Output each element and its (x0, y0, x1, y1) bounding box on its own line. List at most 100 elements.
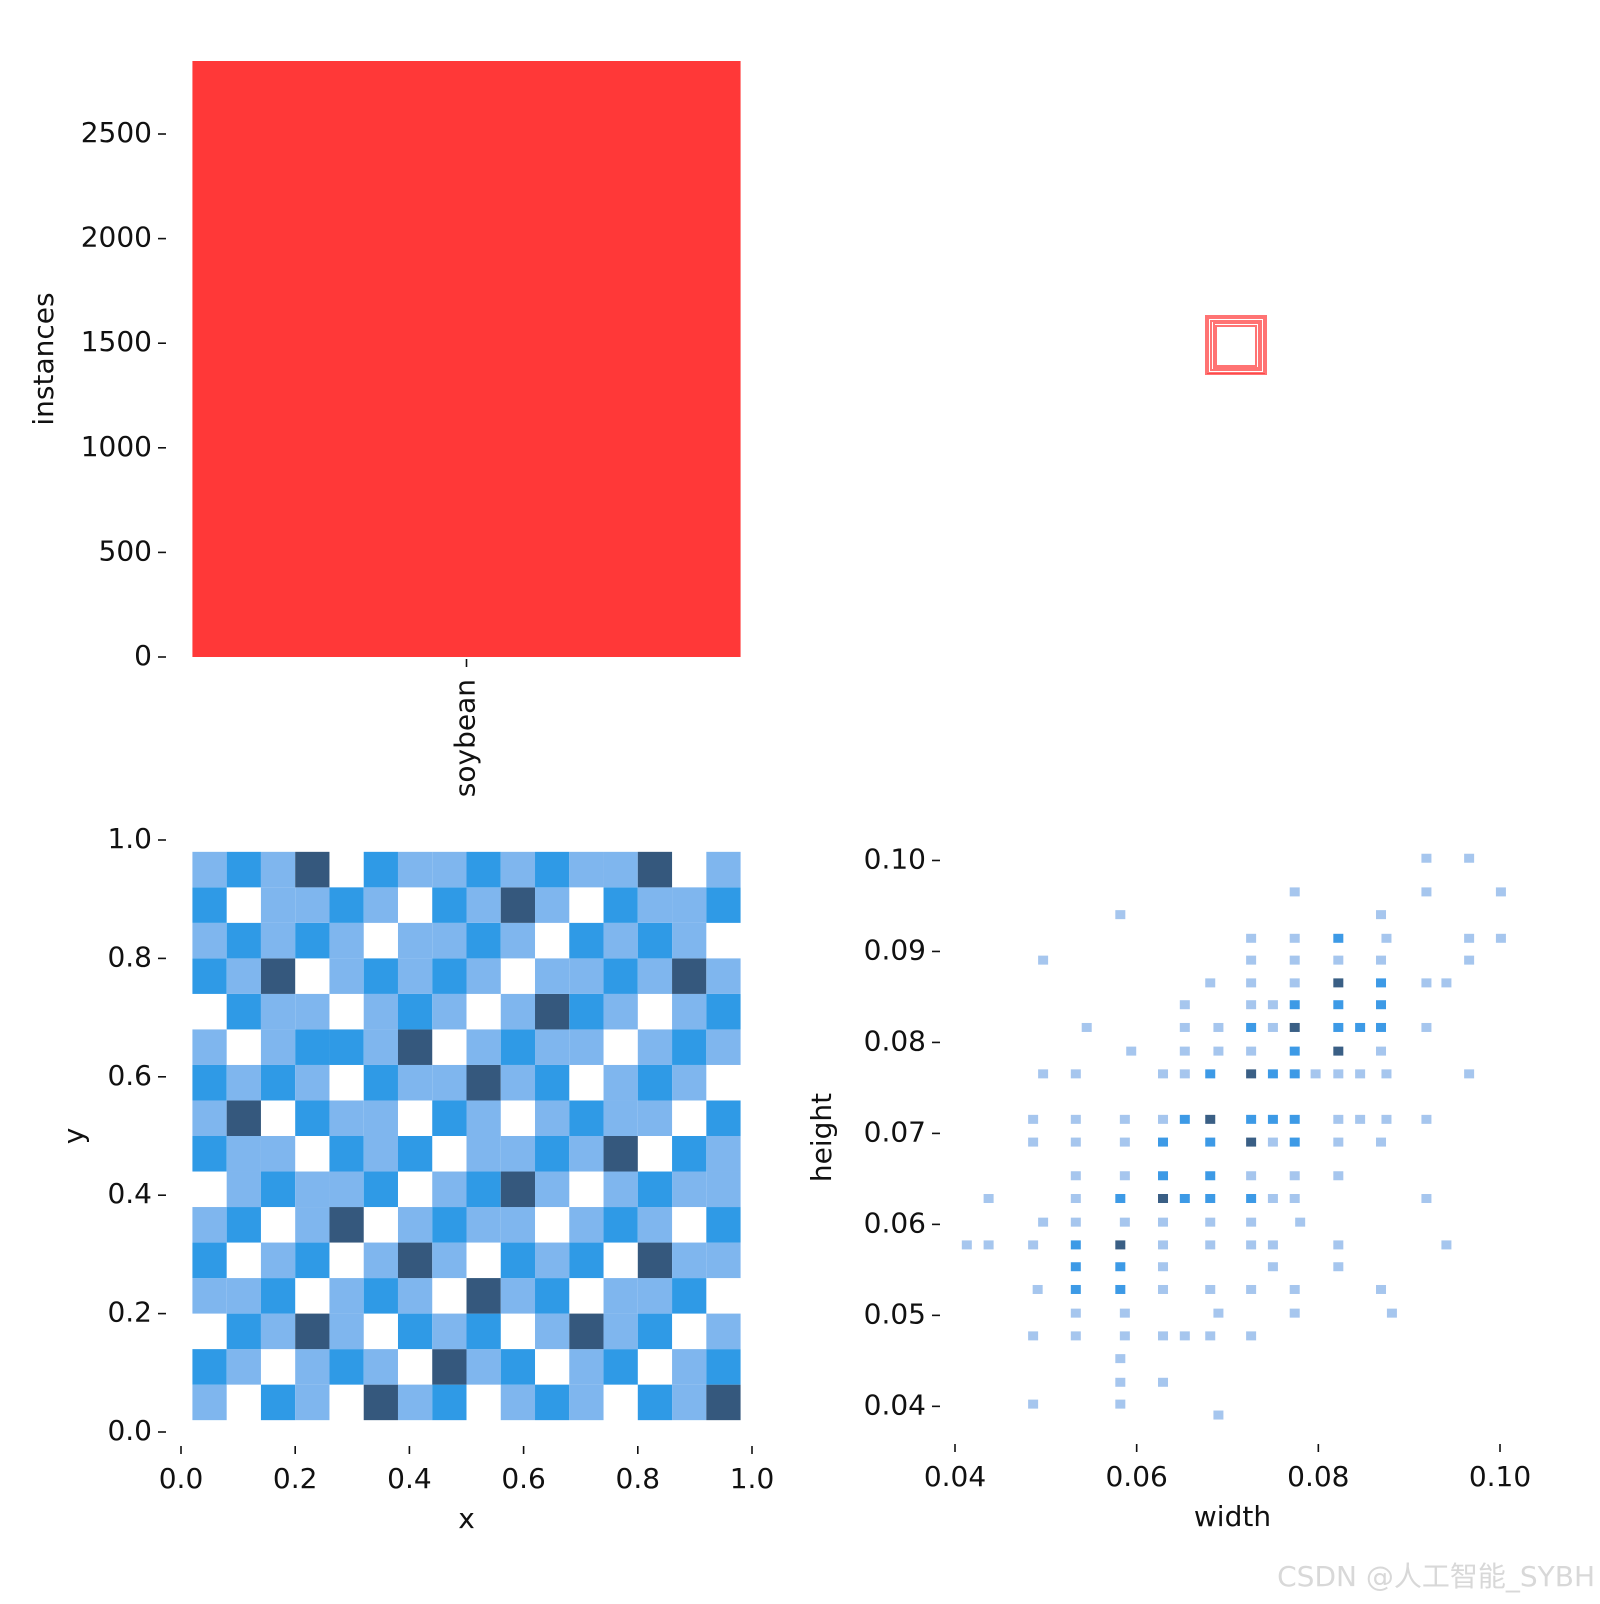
hist-cell (260, 922, 296, 959)
hist-cell (535, 1136, 570, 1172)
hist-cell (500, 1064, 536, 1101)
hist-cell (1495, 887, 1506, 897)
hist-cell (1246, 1331, 1257, 1341)
hist-cell (260, 1029, 296, 1065)
hist-cell (1246, 1171, 1257, 1181)
hist-cell (1205, 978, 1216, 988)
x-axis-label: x (458, 1502, 475, 1535)
hist-cell (1267, 1240, 1278, 1250)
hist-cell (637, 1242, 673, 1279)
hist-cell (1376, 910, 1387, 920)
hist-cell (603, 851, 638, 888)
y-axis-label: instances (27, 292, 60, 425)
hist-cell (1179, 1114, 1190, 1124)
hist-cell (363, 1171, 398, 1208)
hist-cell (1205, 1114, 1216, 1124)
hist-cell (192, 1064, 227, 1101)
hist-cell (1289, 1284, 1300, 1294)
hist-cell (1038, 1069, 1049, 1079)
hist-cell (397, 1207, 433, 1243)
y-tick-label: 0.0 (107, 1414, 152, 1447)
hist-cell (603, 1278, 638, 1314)
hist-cell (260, 1171, 296, 1208)
hist-cell (1376, 1284, 1387, 1294)
hist-cell (1421, 978, 1432, 988)
hist-cell (672, 958, 707, 994)
y-tick-label: 1000 (81, 430, 152, 463)
hist-cell (192, 887, 227, 923)
y-tick-label: 0.2 (107, 1296, 152, 1329)
hist-cell (295, 851, 330, 888)
hist-cell (1028, 1137, 1039, 1147)
hist-cell (706, 887, 741, 923)
hist-cell (1213, 1046, 1224, 1056)
hist-cell (706, 958, 741, 994)
hist-cell (672, 1242, 707, 1279)
hist-cell (1289, 933, 1300, 943)
hist-cell (500, 1029, 536, 1065)
hist-cell (961, 1240, 972, 1250)
hist-cell (432, 958, 467, 994)
hist-cell (1333, 1000, 1344, 1010)
hist-cell (535, 1029, 570, 1065)
hist-cell (1267, 1194, 1278, 1204)
hist-cell (363, 958, 398, 994)
hist-cell (466, 922, 501, 959)
hist-cell (672, 993, 707, 1030)
x-tick-label: 0.08 (1287, 1460, 1349, 1493)
hist-cell (1333, 1022, 1344, 1032)
hist-cell (1246, 1137, 1257, 1147)
hist-cell (1119, 1308, 1130, 1318)
hist-cell (672, 1171, 707, 1208)
y-tick-label: 2000 (81, 221, 152, 254)
hist-cell (295, 1029, 330, 1065)
hist-cell (1310, 1069, 1321, 1079)
hist-cell (226, 1313, 261, 1350)
hist-cell (1289, 1194, 1300, 1204)
hist-cell (1179, 1022, 1190, 1032)
hist-cell (192, 851, 227, 888)
hist-cell (397, 1242, 433, 1279)
hist-cell (1119, 1171, 1130, 1181)
hist-cell (363, 1278, 398, 1314)
hist-cell (1158, 1284, 1169, 1294)
hist-cell (397, 1313, 433, 1350)
hist-cell (1289, 978, 1300, 988)
hist-cell (1381, 1114, 1392, 1124)
hist-cell (637, 1064, 673, 1101)
hist-cell (397, 958, 433, 994)
hist-cell (1376, 955, 1387, 965)
hist-cell (1115, 1262, 1126, 1272)
hist-cell (1070, 1171, 1081, 1181)
hist-cell (1421, 1022, 1432, 1032)
hist-cell (569, 1207, 604, 1243)
hist-cell (329, 887, 364, 923)
hist-cell (1267, 1000, 1278, 1010)
hist-cell (1115, 1377, 1126, 1387)
hist-cell (706, 1207, 741, 1243)
y-tick-label: 0.05 (864, 1297, 926, 1330)
hist-cell (295, 1384, 330, 1421)
bar (192, 61, 741, 657)
hist-cell (363, 993, 398, 1030)
y-tick-label: 2500 (81, 116, 152, 149)
hist-cell (1267, 1262, 1278, 1272)
label-box (1205, 315, 1267, 375)
hist-cell (1464, 933, 1475, 943)
hist-cell (363, 1100, 398, 1136)
hist-cell (535, 1242, 570, 1279)
hist-cell (1158, 1069, 1169, 1079)
hist-cell (226, 851, 261, 888)
hist-cell (1213, 1410, 1224, 1420)
hist-cell (466, 1207, 501, 1243)
hist-cell (226, 958, 261, 994)
hist-cell (466, 1349, 501, 1385)
y-tick-label: 1500 (81, 325, 152, 358)
y-tick-label: 0 (134, 639, 152, 672)
hist-cell (535, 1384, 570, 1421)
hist-cell (1158, 1137, 1169, 1147)
hist-cell (1246, 1217, 1257, 1227)
hist-cell (1246, 1240, 1257, 1250)
hist-cell (397, 993, 433, 1030)
hist-cell (1158, 1194, 1169, 1204)
